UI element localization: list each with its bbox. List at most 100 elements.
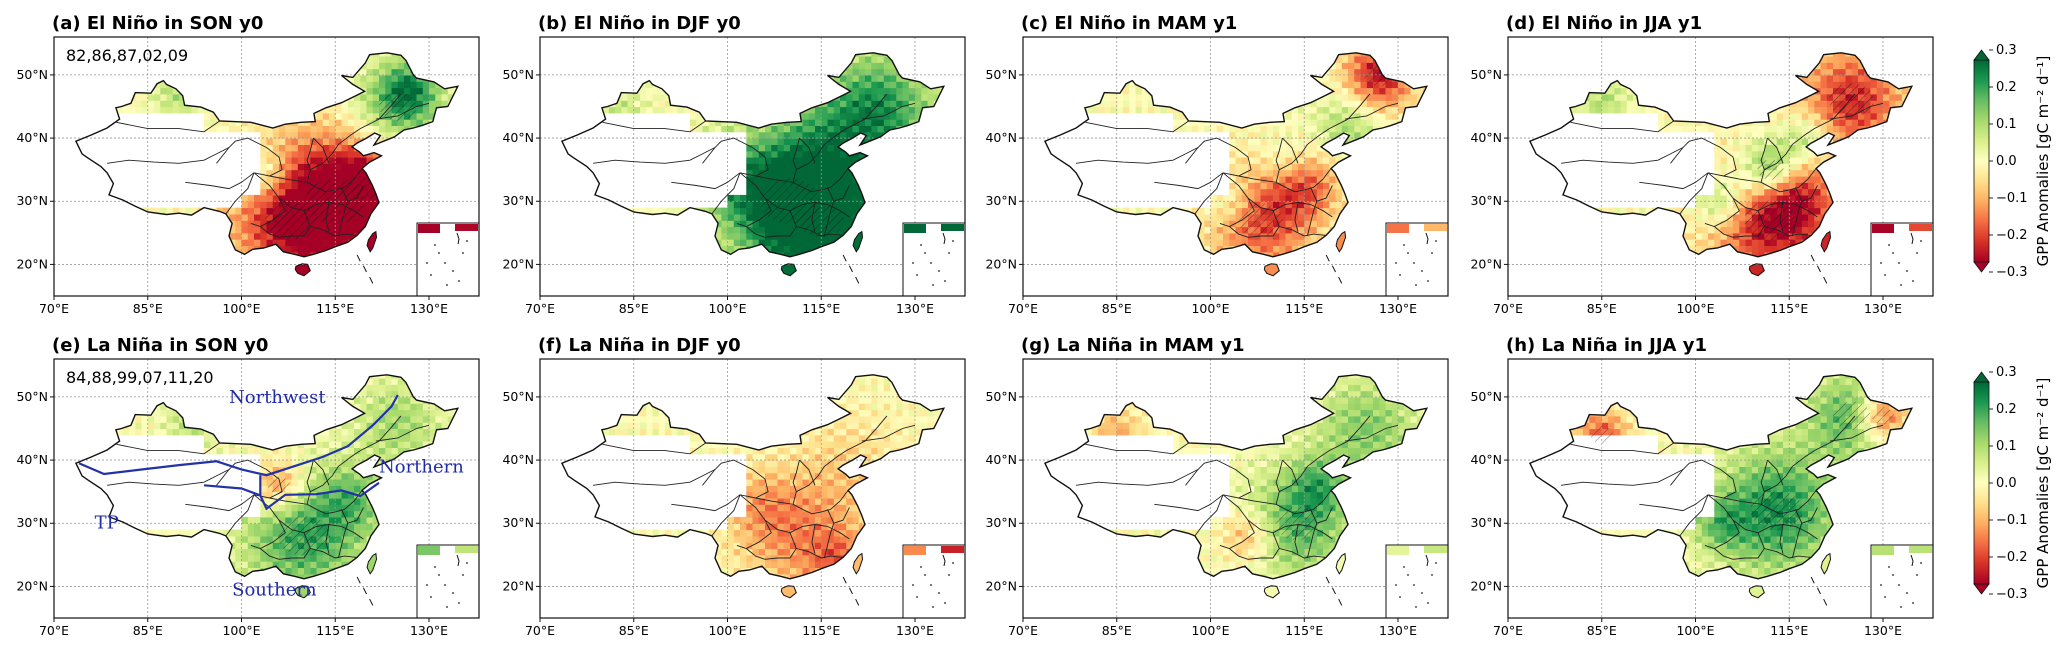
- region-label-northern: Northern: [379, 457, 464, 478]
- y-tick-label: 20°N: [985, 578, 1017, 593]
- x-tick-label: 70°E: [39, 623, 69, 638]
- x-tick-label: 115°E: [802, 623, 840, 638]
- x-tick-label: 70°E: [1008, 623, 1038, 638]
- south-china-sea-inset: [417, 223, 479, 296]
- colorbar-tick-label: 0.1: [1996, 439, 2017, 454]
- y-tick-label: 50°N: [985, 389, 1017, 404]
- y-tick-label: 30°N: [1470, 515, 1502, 530]
- x-tick-label: 100°E: [1676, 301, 1714, 316]
- colorbar-tick-label: 0.0: [1996, 154, 2017, 169]
- panel-title: (d) El Niño in JJA y1: [1506, 13, 1702, 34]
- x-tick-label: 85°E: [133, 623, 163, 638]
- y-tick-label: 40°N: [985, 130, 1017, 145]
- x-tick-label: 85°E: [1587, 623, 1617, 638]
- x-tick-label: 130°E: [1379, 623, 1417, 638]
- y-tick-label: 50°N: [16, 389, 48, 404]
- x-tick-label: 100°E: [708, 623, 746, 638]
- colorbar-label: GPP Anomalies [gC m⁻² d⁻¹]: [2034, 378, 2052, 589]
- panel: (g) La Niña in MAM y1 70°E 85°E 100°E 115°E 1…: [985, 335, 1448, 638]
- y-tick-label: 30°N: [502, 515, 534, 530]
- y-tick-label: 40°N: [16, 452, 48, 467]
- y-tick-label: 40°N: [502, 452, 534, 467]
- x-tick-label: 100°E: [1191, 623, 1229, 638]
- y-tick-label: 20°N: [985, 256, 1017, 271]
- x-tick-label: 115°E: [1770, 301, 1808, 316]
- panel-title: (g) La Niña in MAM y1: [1021, 335, 1244, 356]
- region-label-tp: TP: [95, 512, 119, 533]
- x-tick-label: 115°E: [316, 301, 354, 316]
- region-label-southern: Southern: [232, 579, 317, 600]
- colorbar-tick-label: −0.2: [1996, 228, 2028, 243]
- colorbar-tick-label: −0.1: [1996, 513, 2028, 528]
- panel: (h) La Niña in JJA y1 70°E 85°E 100°E 115°E 1…: [1470, 335, 1933, 638]
- south-china-sea-inset: [1871, 545, 1933, 618]
- x-tick-label: 85°E: [1102, 623, 1132, 638]
- panel-title: (h) La Niña in JJA y1: [1506, 335, 1707, 356]
- y-tick-label: 50°N: [502, 389, 534, 404]
- y-tick-label: 50°N: [985, 67, 1017, 82]
- y-tick-label: 30°N: [16, 193, 48, 208]
- south-china-sea-inset: [903, 545, 965, 618]
- x-tick-label: 100°E: [1191, 301, 1229, 316]
- event-years: 84,88,99,07,11,20: [66, 368, 214, 387]
- y-tick-label: 40°N: [502, 130, 534, 145]
- south-china-sea-inset: [903, 223, 965, 296]
- y-tick-label: 20°N: [1470, 578, 1502, 593]
- x-tick-label: 130°E: [410, 623, 448, 638]
- x-tick-label: 85°E: [619, 301, 649, 316]
- y-tick-label: 30°N: [985, 515, 1017, 530]
- x-tick-label: 115°E: [1285, 623, 1323, 638]
- y-tick-label: 20°N: [502, 256, 534, 271]
- y-tick-label: 20°N: [16, 578, 48, 593]
- x-tick-label: 100°E: [222, 301, 260, 316]
- x-tick-label: 70°E: [39, 301, 69, 316]
- y-tick-label: 40°N: [985, 452, 1017, 467]
- x-tick-label: 130°E: [1864, 301, 1902, 316]
- colorbar-label: GPP Anomalies [gC m⁻² d⁻¹]: [2034, 56, 2052, 267]
- x-tick-label: 85°E: [1587, 301, 1617, 316]
- panel-title: (f) La Niña in DJF y0: [538, 335, 741, 356]
- x-tick-label: 115°E: [1770, 623, 1808, 638]
- south-china-sea-inset: [1386, 545, 1448, 618]
- x-tick-label: 100°E: [1676, 623, 1714, 638]
- y-tick-label: 20°N: [16, 256, 48, 271]
- y-tick-label: 50°N: [502, 67, 534, 82]
- y-tick-label: 50°N: [1470, 67, 1502, 82]
- x-tick-label: 70°E: [1493, 301, 1523, 316]
- event-years: 82,86,87,02,09: [66, 46, 188, 65]
- south-china-sea-inset: [417, 545, 479, 618]
- x-tick-label: 100°E: [222, 623, 260, 638]
- x-tick-label: 70°E: [1008, 301, 1038, 316]
- colorbar-tick-label: −0.3: [1996, 265, 2028, 280]
- significance-hatching: [1276, 506, 1321, 540]
- y-tick-label: 50°N: [1470, 389, 1502, 404]
- y-tick-label: 30°N: [1470, 193, 1502, 208]
- y-tick-label: 20°N: [1470, 256, 1502, 271]
- x-tick-label: 100°E: [708, 301, 746, 316]
- x-tick-label: 130°E: [896, 301, 934, 316]
- colorbar-tick-label: −0.2: [1996, 550, 2028, 565]
- y-tick-label: 30°N: [985, 193, 1017, 208]
- y-tick-label: 30°N: [16, 515, 48, 530]
- panel-title: (e) La Niña in SON y0: [52, 335, 268, 356]
- colorbar-tick-label: −0.3: [1996, 587, 2028, 602]
- x-tick-label: 130°E: [1864, 623, 1902, 638]
- colorbar-tick-label: 0.2: [1996, 80, 2017, 95]
- x-tick-label: 70°E: [525, 623, 555, 638]
- colorbar-tick-label: −0.1: [1996, 191, 2028, 206]
- region-label-northwest: Northwest: [229, 387, 326, 408]
- panel-title: (b) El Niño in DJF y0: [538, 13, 741, 34]
- panel: (d) El Niño in JJA y1 70°E 85°E 100°E 115°E 1…: [1470, 13, 1933, 316]
- colorbar-tick-label: 0.2: [1996, 402, 2017, 417]
- x-tick-label: 85°E: [1102, 301, 1132, 316]
- x-tick-label: 85°E: [619, 623, 649, 638]
- x-tick-label: 115°E: [316, 623, 354, 638]
- x-tick-label: 115°E: [802, 301, 840, 316]
- x-tick-label: 130°E: [410, 301, 448, 316]
- colorbar-tick-label: 0.1: [1996, 117, 2017, 132]
- x-tick-label: 70°E: [1493, 623, 1523, 638]
